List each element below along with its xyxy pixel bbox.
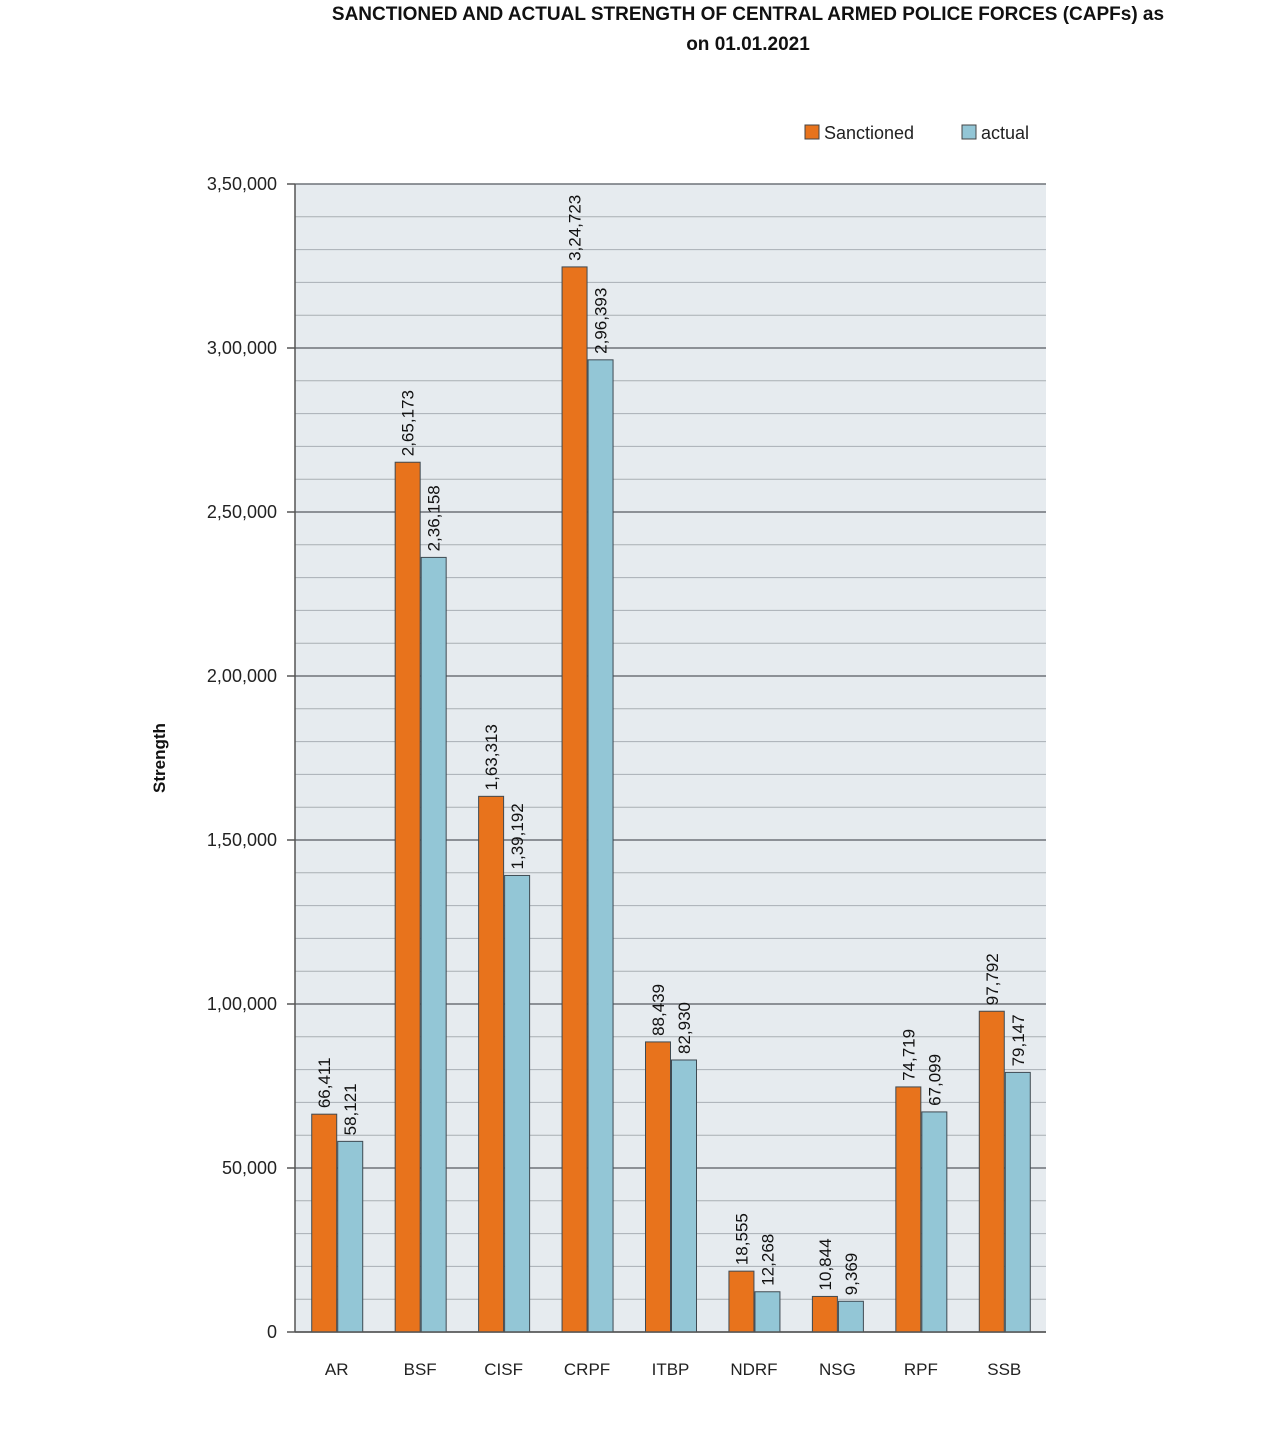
bar-actual-ssb	[1004, 1071, 1031, 1333]
bar-actual-ndrf	[754, 1291, 781, 1333]
data-label-actual-itbp: 82,930	[675, 1002, 694, 1054]
x-tick-label: SSB	[987, 1360, 1021, 1379]
y-tick-label: 3,50,000	[207, 174, 277, 194]
bar-actual-itbp	[671, 1059, 697, 1333]
legend-label-sanctioned: Sanctioned	[824, 123, 914, 143]
x-tick-label: NSG	[819, 1360, 856, 1379]
data-label-sanctioned-ssb: 97,792	[983, 953, 1002, 1005]
chart-title-line-1: SANCTIONED AND ACTUAL STRENGTH OF CENTRA…	[332, 4, 1164, 25]
y-tick-label: 0	[267, 1322, 277, 1342]
x-tick-label: CRPF	[564, 1360, 610, 1379]
data-label-actual-ssb: 79,147	[1009, 1014, 1028, 1066]
x-tick-label: AR	[325, 1360, 349, 1379]
bar-actual-cisf	[504, 874, 531, 1333]
x-tick-label: BSF	[404, 1360, 437, 1379]
x-axis-ticks: AR BSF CISF CRPF ITBP NDRF NSG RPF SSB	[325, 1360, 1021, 1379]
data-label-actual-ndrf: 12,268	[758, 1234, 777, 1286]
y-tick-label: 2,00,000	[207, 666, 277, 686]
data-label-sanctioned-crpf: 3,24,723	[566, 195, 585, 261]
y-axis-label: Strength	[150, 723, 169, 793]
data-label-actual-ar: 58,121	[341, 1083, 360, 1135]
legend-swatch-actual	[961, 124, 977, 140]
bar-sanctioned-ndrf	[728, 1270, 755, 1333]
y-tick-label: 1,00,000	[207, 994, 277, 1014]
data-label-actual-bsf: 2,36,158	[425, 485, 444, 551]
y-axis-ticks: 0 50,000 1,00,000 1,50,000 2,00,000 2,50,000 3…	[207, 174, 295, 1342]
y-tick-label: 3,00,000	[207, 338, 277, 358]
data-label-sanctioned-bsf: 2,65,173	[399, 390, 418, 456]
legend-swatch-sanctioned	[804, 124, 820, 140]
bar-sanctioned-ar	[311, 1113, 338, 1333]
y-tick-label: 50,000	[222, 1158, 277, 1178]
bar-sanctioned-itbp	[645, 1041, 671, 1333]
x-tick-label: RPF	[904, 1360, 938, 1379]
bar-sanctioned-nsg	[811, 1295, 838, 1333]
bar-sanctioned-cisf	[478, 795, 505, 1333]
data-label-actual-cisf: 1,39,192	[508, 803, 527, 869]
y-tick-label: 2,50,000	[207, 502, 277, 522]
data-label-sanctioned-ndrf: 18,555	[732, 1213, 751, 1265]
data-label-actual-rpf: 67,099	[925, 1054, 944, 1106]
y-tick-label: 1,50,000	[207, 830, 277, 850]
bar-actual-crpf	[587, 359, 614, 1333]
data-label-sanctioned-nsg: 10,844	[816, 1238, 835, 1290]
data-label-sanctioned-ar: 66,411	[315, 1057, 334, 1108]
x-tick-label: NDRF	[730, 1360, 777, 1379]
x-tick-label: CISF	[484, 1360, 523, 1379]
data-label-actual-nsg: 9,369	[842, 1253, 861, 1296]
data-label-sanctioned-itbp: 88,439	[649, 984, 668, 1036]
legend: Sanctioned actual	[804, 123, 1029, 143]
bar-sanctioned-ssb	[978, 1010, 1005, 1333]
bar-value-labels: 66,411 58,121 2,65,173 2,36,158 1,63,313 1,39…	[315, 195, 1028, 1296]
bar-actual-nsg	[837, 1300, 864, 1333]
bar-actual-bsf	[420, 556, 447, 1333]
bar-sanctioned-crpf	[561, 266, 588, 1333]
data-label-actual-crpf: 2,96,393	[592, 288, 611, 354]
bar-actual-ar	[337, 1140, 364, 1333]
bar-sanctioned-rpf	[895, 1086, 922, 1333]
legend-label-actual: actual	[981, 123, 1029, 143]
bar-sanctioned-bsf	[394, 461, 421, 1333]
bar-actual-rpf	[921, 1111, 948, 1333]
bars	[311, 266, 1031, 1333]
chart-title-line-2: on 01.01.2021	[686, 34, 810, 55]
data-label-sanctioned-cisf: 1,63,313	[482, 724, 501, 790]
data-label-sanctioned-rpf: 74,719	[899, 1029, 918, 1081]
x-tick-label: ITBP	[652, 1360, 690, 1379]
